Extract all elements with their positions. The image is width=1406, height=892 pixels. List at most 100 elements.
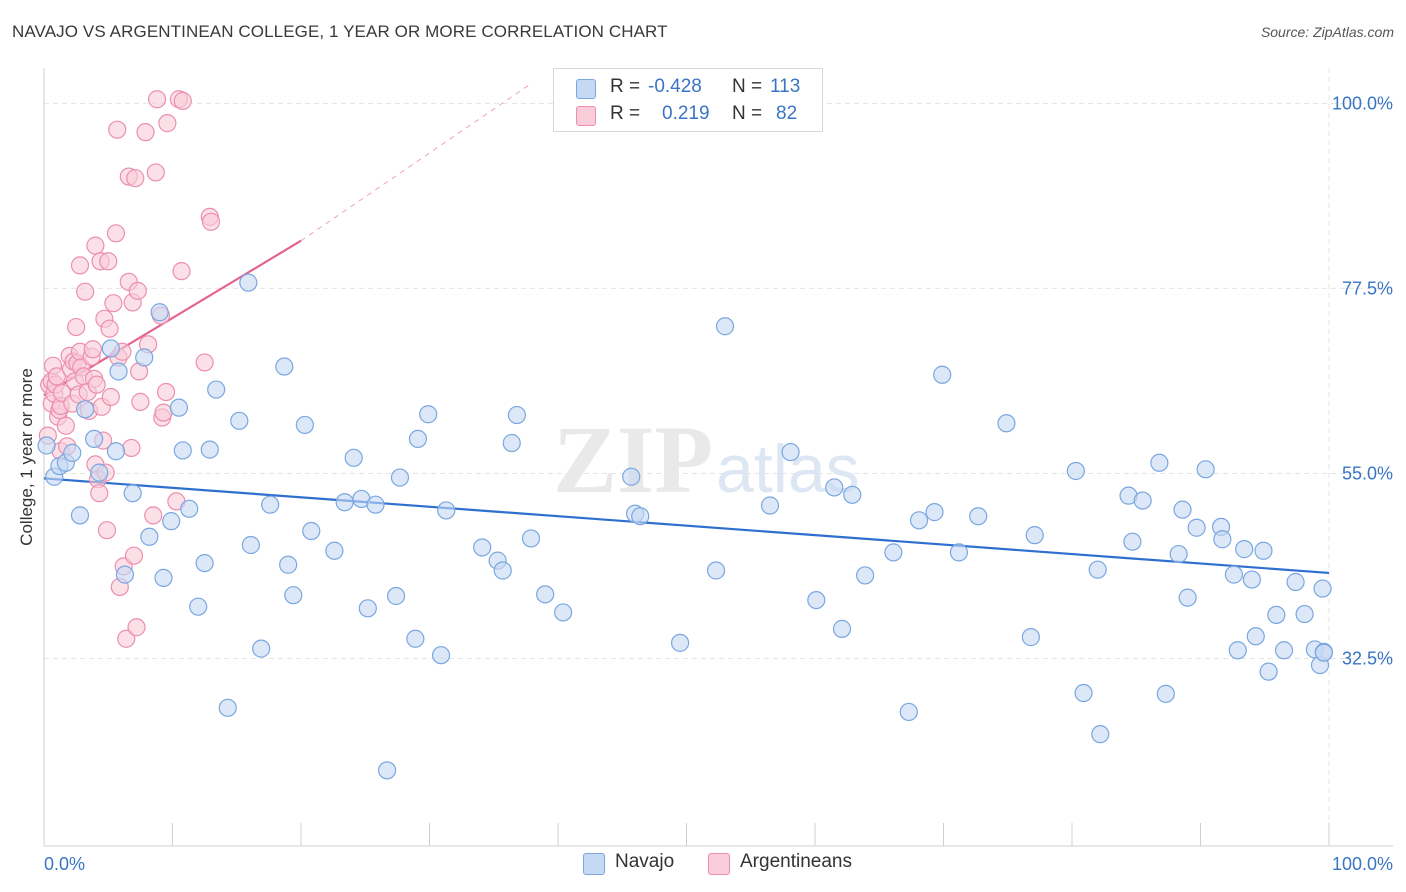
navajo-point [1242,570,1262,589]
argentineans-point [154,403,173,422]
argentineans-point [172,262,191,281]
argentineans-point [76,282,95,301]
navajo-point [150,303,169,322]
argentineans-point [83,340,102,359]
navajo-point [261,495,280,514]
navajo-point [115,565,135,584]
argentineans-point [128,281,147,300]
argentineans-point [70,256,90,275]
navajo-point [1178,588,1197,607]
navajo-point [760,496,780,515]
x-tick-label: 0.0% [44,854,85,874]
argentineans-r-value: 0.219 [662,103,710,124]
argentineans-point [90,484,109,503]
navajo-point [76,400,95,419]
navajo-point [135,348,154,367]
navajo-point [969,507,988,526]
navajo-point [1187,518,1206,537]
correlation-legend: R = -0.428 N = 113 R = 0.219 N = 82 [553,68,823,132]
navajo-point [1088,560,1107,579]
navajo-point [1025,526,1044,545]
navajo-point [1286,572,1305,592]
navajo-point [1196,460,1215,479]
navajo-point [325,541,344,560]
argentineans-n-value: 82 [776,103,798,124]
source-note: Source: ZipAtlas.com [1260,24,1394,40]
y-tick-label: 100.0% [1332,93,1393,113]
argentineans-point [47,367,66,386]
navajo-point [377,761,397,780]
navajo-point [1213,530,1232,549]
navajo-point [1267,605,1286,625]
argentineans-point [126,169,145,188]
navajo-legend-label: Navajo [615,851,675,872]
argentineans-point [144,506,163,525]
argentineans-point [99,252,118,271]
navajo-point [949,543,969,562]
navajo-point [1228,641,1247,660]
navajo-point [631,507,650,526]
argentineans-point [100,319,119,338]
argentineans-point [104,294,123,313]
navajo-point [123,484,142,503]
navajo-point [856,566,875,585]
navajo-point [386,586,406,606]
navajo-point [279,555,298,574]
argentineans-point [158,114,177,133]
navajo-point [536,585,555,604]
navajo-point [832,619,852,638]
navajo-point [507,405,526,425]
argentineans-point [136,123,155,142]
navajo-n-value: 113 [770,76,801,97]
navajo-point [909,511,929,530]
navajo-point [419,405,438,424]
argentineans-legend-swatch [708,853,730,875]
navajo-point [230,411,249,430]
navajo-point [1091,725,1110,744]
navajo-point [843,485,862,504]
navajo-point [473,538,492,557]
navajo-point [1133,491,1152,510]
argentineans-point [124,546,144,565]
navajo-trend-line [43,477,1330,575]
navajo-point [1074,683,1093,703]
navajo-point [358,599,377,618]
argentineans-point [97,521,117,540]
navajo-point [1156,684,1175,703]
navajo-point [101,339,120,358]
y-tick-label: 77.5% [1342,278,1393,298]
navajo-point [207,380,226,399]
navajo-point [493,561,512,580]
navajo-point [169,398,189,417]
navajo-point [807,590,826,610]
argentineans-legend-label: Argentineans [740,851,852,872]
argentineans-point [156,382,176,402]
navajo-point [925,503,944,522]
watermark: ZIP atlas [553,406,860,513]
navajo-point [189,597,208,616]
navajo-point [218,698,237,717]
navajo-point [295,415,314,435]
navajo-point [554,603,573,622]
navajo-point [344,448,363,467]
navajo-point [70,506,90,525]
navajo-r-label: R = [610,76,641,97]
navajo-point [195,553,214,573]
navajo-point [406,629,425,648]
argentineans-point [131,392,150,411]
navajo-point [431,646,451,665]
argentineans-point [173,91,192,110]
navajo-point [1066,461,1085,481]
navajo-point [997,414,1016,433]
argentineans-point [56,416,75,435]
argentineans-point [117,629,136,648]
argentineans-point [108,120,127,139]
navajo-point [275,357,294,376]
argentineans-point [101,387,120,407]
navajo-point [1314,643,1333,662]
argentineans-point [67,317,86,337]
navajo-r-value: -0.428 [648,76,702,97]
navajo-point [1235,540,1254,559]
axis-layer [43,68,1393,847]
navajo-point [90,463,109,482]
